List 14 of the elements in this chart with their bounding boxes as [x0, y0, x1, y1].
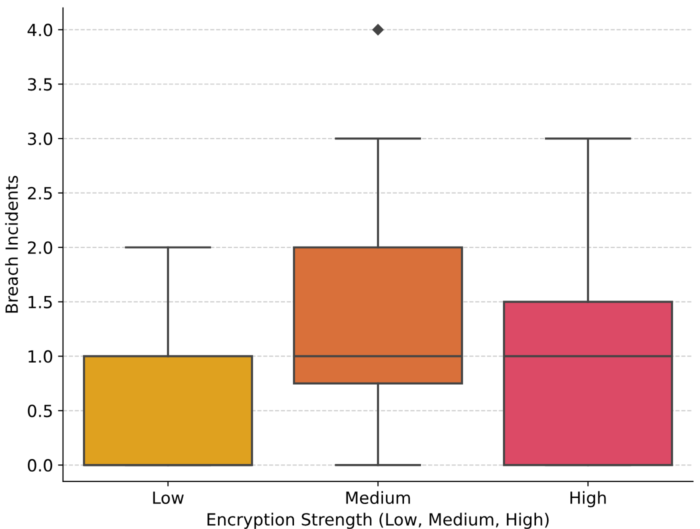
y-tick-label: 2.5: [28, 186, 52, 200]
x-tick-label: Medium: [346, 491, 410, 504]
x-axis-title: Encryption Strength (Low, Medium, High): [208, 512, 549, 529]
y-tick-label: 0.5: [28, 404, 52, 418]
y-tick-label: 3.5: [28, 78, 52, 91]
y-tick-label: 2.0: [28, 241, 52, 254]
y-tick-label: 0.0: [28, 459, 52, 472]
y-tick-label: 3.0: [28, 132, 52, 146]
y-tick-label: 4.0: [28, 24, 52, 36]
x-tick-label: Low: [153, 492, 184, 504]
y-tick-label: 1.0: [28, 350, 52, 363]
y-axis-title: Breach Incidents: [5, 176, 18, 313]
y-tick-label: 1.5: [28, 296, 52, 308]
x-tick-label: High: [570, 491, 606, 508]
